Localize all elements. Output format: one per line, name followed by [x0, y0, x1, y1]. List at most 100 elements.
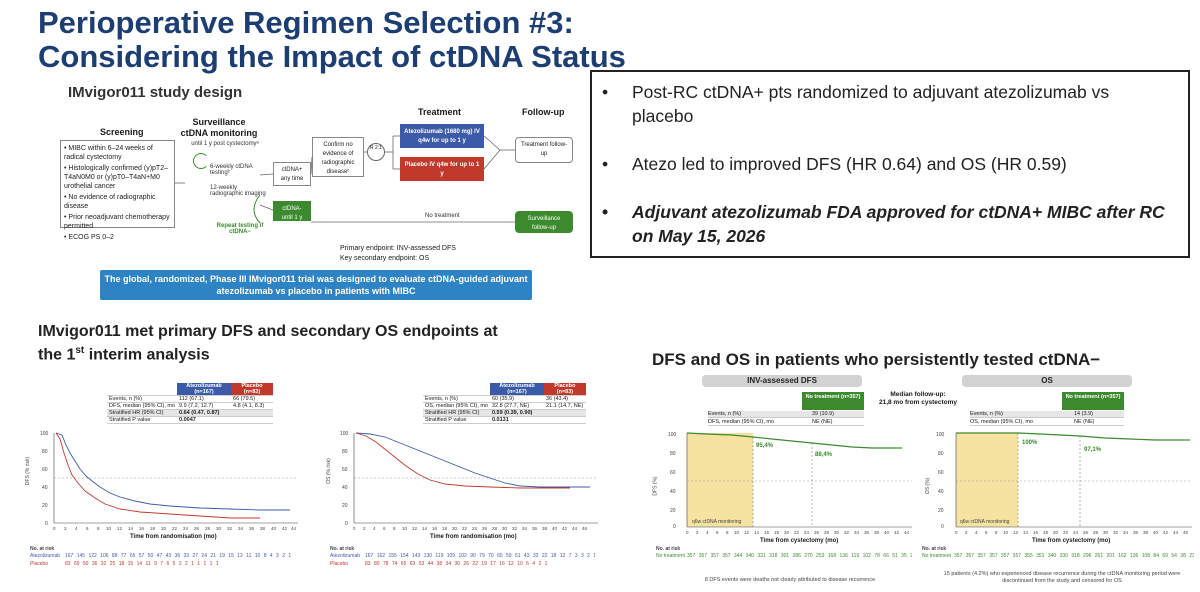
risk-atezo-label: Atezolizumab [330, 553, 361, 559]
randomization-circle: R 2:1 [367, 143, 385, 161]
svg-text:0: 0 [941, 524, 944, 530]
bullet-3: • Adjuvant atezolizumab FDA approved for… [602, 200, 1174, 248]
svg-text:80: 80 [342, 449, 348, 455]
svg-text:40: 40 [670, 489, 676, 495]
svg-text:16: 16 [139, 526, 145, 531]
table-cell: DFS, median (95% CI), mo [708, 419, 775, 425]
svg-text:42: 42 [894, 530, 900, 535]
km-dfs-ylabel: DFS (% risk) [25, 456, 32, 486]
table-cell: 14 (3.9) [1074, 411, 1093, 417]
svg-text:36: 36 [1133, 530, 1139, 535]
svg-text:60: 60 [342, 467, 348, 473]
svg-text:100: 100 [936, 432, 945, 438]
secondary-endpoint: Key secondary endpoint: OS [340, 255, 430, 262]
km-os-table: Atezolizumab (n=167) Placebo (n=83) Even… [423, 383, 586, 424]
table-cell: Stratified HR (95% CI) [107, 409, 178, 417]
ctdna-positive-box: ctDNA+ any time [273, 162, 311, 186]
table-cell [107, 383, 178, 396]
diagram-arrows [175, 135, 515, 224]
endpoints-heading-line-1: IMvigor011 met primary DFS and secondary… [38, 323, 498, 340]
svg-text:0: 0 [686, 530, 689, 535]
svg-text:100: 100 [340, 431, 349, 437]
surveillance-item-1: 6-weekly ctDNA testingᵇ [210, 164, 253, 176]
persist-dfs-xlabel: Time from cystectomy (mo) [760, 538, 839, 544]
svg-text:26: 26 [194, 526, 200, 531]
risk-values: 357 357 357 357 357 357 355 351 340 330 … [954, 553, 1194, 559]
heading-sup: st [75, 345, 85, 356]
svg-text:14: 14 [422, 526, 428, 531]
svg-text:16: 16 [1033, 530, 1039, 535]
persist-os-row-2: OS, median (95% CI), mo NE (NE) [970, 419, 1124, 426]
screening-label: Screening [100, 127, 144, 137]
surveillance-followup-box: Surveillance follow-up [515, 211, 573, 233]
svg-text:20: 20 [161, 526, 167, 531]
col-placebo: Placebo (n=83) [231, 383, 274, 396]
heading-text: interim analysis [84, 346, 210, 364]
persist-dfs-panel: INV-assessed DFS No treatment (n=357) Ev… [650, 373, 920, 592]
svg-text:32: 32 [844, 530, 850, 535]
svg-text:24: 24 [472, 526, 478, 531]
surveillance-sub: until 1 y post cystectomyᵃ [191, 141, 259, 147]
svg-text:4: 4 [975, 530, 978, 535]
table-cell [231, 409, 274, 417]
svg-text:30: 30 [834, 530, 840, 535]
risk-atezo-values: 167 145 122 106 88 77 65 57 50 47 43 36 … [65, 553, 292, 559]
table-cell: 0.0131 [489, 416, 544, 424]
svg-text:14: 14 [754, 530, 760, 535]
table-cell: NE (NE) [812, 419, 833, 425]
table-cell [543, 409, 586, 417]
svg-text:24: 24 [804, 530, 810, 535]
bullet-2: • Atezo led to improved DFS (HR 0.64) an… [602, 152, 1174, 176]
table-cell: 66 (79.5) [231, 395, 274, 403]
svg-text:10: 10 [1003, 530, 1009, 535]
svg-text:0: 0 [45, 521, 48, 527]
svg-text:8: 8 [97, 526, 100, 531]
svg-text:0: 0 [353, 526, 356, 531]
svg-text:26: 26 [482, 526, 488, 531]
svg-text:10: 10 [106, 526, 112, 531]
svg-text:42: 42 [1163, 530, 1169, 535]
table-cell: Stratified P value [107, 416, 178, 424]
table-cell: 9.9 (7.2, 12.7) [177, 402, 232, 410]
svg-text:34: 34 [238, 526, 244, 531]
svg-text:30: 30 [502, 526, 508, 531]
screening-item: • MIBC within 6–24 weeks of radical cyst… [64, 145, 153, 161]
endpoints-heading-line-2: the 1st interim analysis [38, 341, 498, 364]
svg-text:22: 22 [794, 530, 800, 535]
placebo-arm-box: Placebo IV q4w for up to 1 y [400, 157, 484, 181]
svg-text:32: 32 [512, 526, 518, 531]
screening-box: • MIBC within 6–24 weeks of radical cyst… [60, 140, 175, 241]
primary-endpoint: Primary endpoint: INV-assessed DFS [340, 245, 456, 252]
svg-text:6: 6 [86, 526, 89, 531]
bullet-3-text: Adjuvant atezolizumab FDA approved for c… [632, 202, 1165, 246]
ctdna-negative-box: ctDNA- until 1 y [273, 201, 311, 221]
svg-text:42: 42 [282, 526, 288, 531]
svg-text:40: 40 [271, 526, 277, 531]
persist-dfs-ylabel: DFS (%) [652, 476, 659, 496]
svg-text:36: 36 [864, 530, 870, 535]
persist-dfs-row-2: DFS, median (95% CI), mo NE (NE) [708, 419, 864, 426]
at-risk-label: No. at risk [330, 546, 355, 552]
svg-text:26: 26 [814, 530, 820, 535]
svg-text:20: 20 [670, 508, 676, 514]
table-cell: 4.8 (4.1, 8.3) [231, 402, 274, 410]
svg-text:16: 16 [764, 530, 770, 535]
svg-text:38: 38 [260, 526, 266, 531]
persist-dfs-row-1: Events, n (%) 39 (10.9) [708, 411, 864, 418]
svg-text:6: 6 [985, 530, 988, 535]
persist-dfs-label-1: 95,4% [756, 443, 774, 449]
svg-text:20: 20 [1053, 530, 1059, 535]
svg-text:20: 20 [452, 526, 458, 531]
table-cell: Events, n (%) [107, 395, 178, 403]
title-line-2: Considering the Impact of ctDNA Status [38, 39, 626, 74]
table-cell: 0.59 (0.39, 0.90) [489, 409, 544, 417]
svg-text:2: 2 [696, 530, 699, 535]
risk-atezo-label: Atezolizumab [30, 553, 61, 559]
table-cell: Events, n (%) [423, 395, 490, 403]
table-cell [423, 383, 490, 396]
svg-text:46: 46 [582, 526, 588, 531]
median-followup-line-2: 21,8 mo from cystectomy [878, 399, 958, 406]
persist-os-footnote: 15 patients (4.2%) who experienced disea… [943, 571, 1181, 584]
svg-text:44: 44 [291, 526, 297, 531]
persist-os-label-2: 97,1% [1084, 447, 1102, 453]
